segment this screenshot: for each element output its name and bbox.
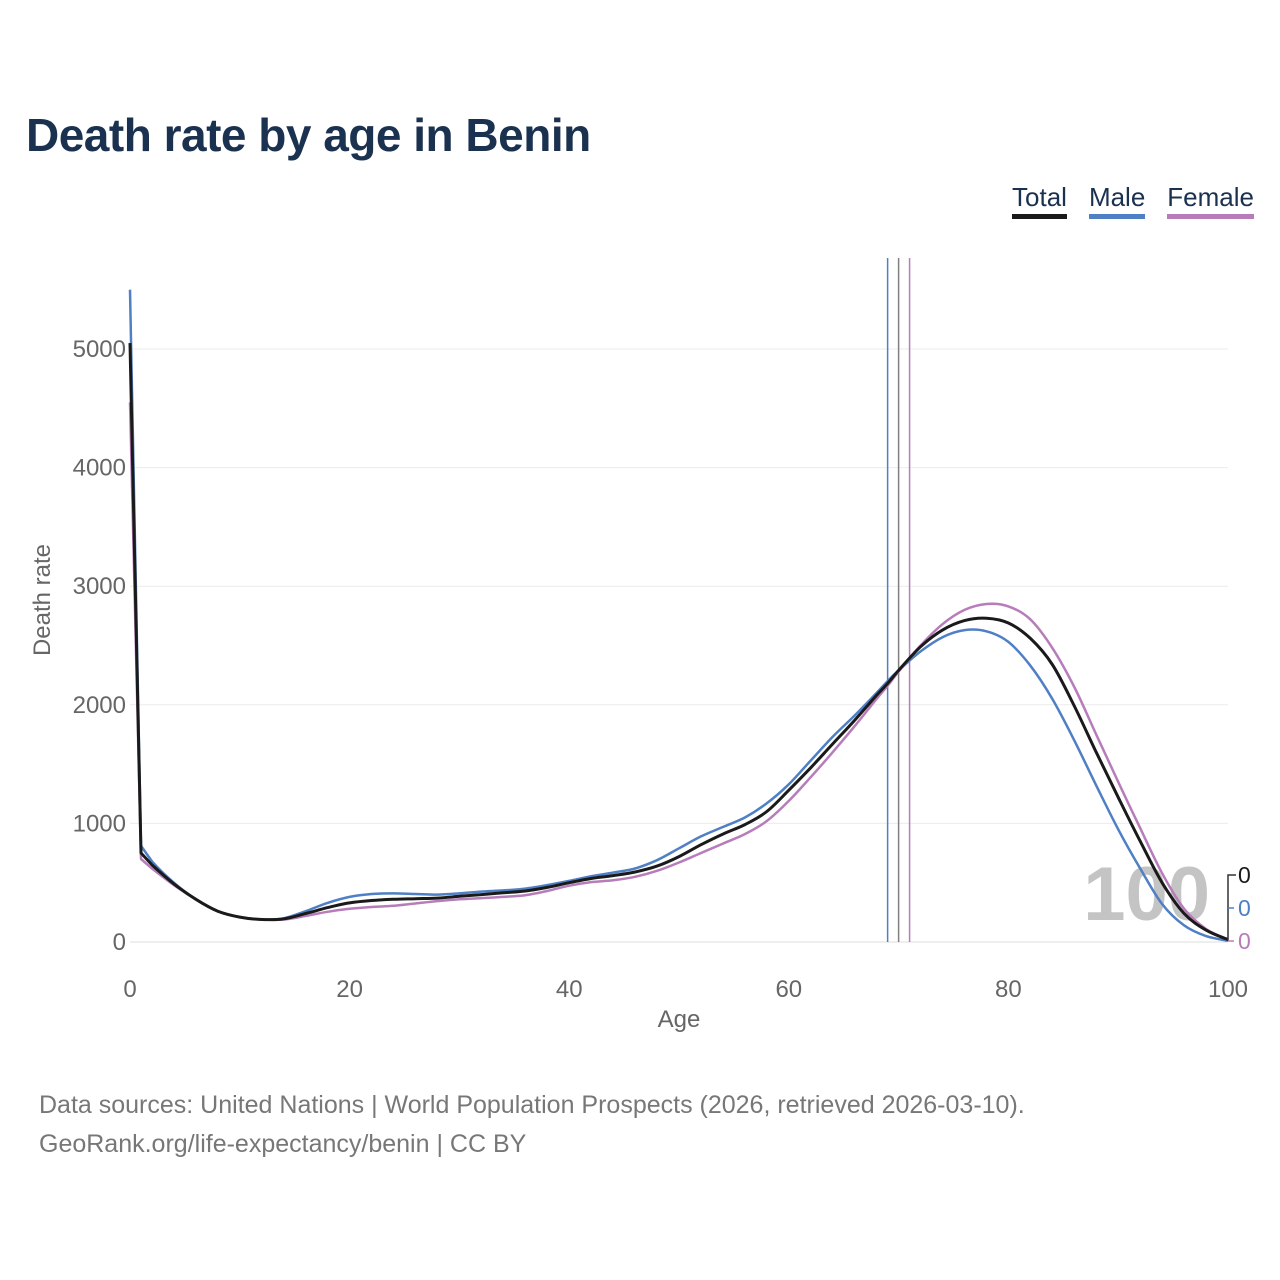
footer: Data sources: United Nations | World Pop… — [39, 1086, 1025, 1164]
series-line-total — [128, 343, 1229, 941]
series-line-female — [128, 402, 1229, 941]
legend-item-female[interactable]: Female — [1167, 182, 1254, 219]
x-tick-60: 60 — [775, 976, 802, 1003]
y-axis-title: Death rate — [29, 544, 56, 656]
end-label-total: 0 — [1238, 862, 1251, 888]
y-tick-0: 0 — [113, 929, 126, 956]
x-tick-labels: 0 20 40 60 80 100 — [123, 976, 1248, 1003]
year-watermark: 100 — [1083, 852, 1210, 937]
x-tick-80: 80 — [995, 976, 1022, 1003]
source-link[interactable]: GeoRank.org/life-expectancy/benin | CC B… — [39, 1130, 527, 1158]
x-tick-40: 40 — [556, 976, 583, 1003]
y-tick-1000: 1000 — [73, 810, 126, 837]
end-label-male: 0 — [1238, 895, 1251, 921]
y-tick-labels: 0 1000 2000 3000 4000 5000 — [73, 336, 126, 956]
x-tick-100: 100 — [1208, 976, 1248, 1003]
series-line-male — [128, 289, 1229, 943]
reference-lines — [886, 258, 911, 942]
y-tick-3000: 3000 — [73, 573, 126, 600]
grid-lines — [130, 348, 1228, 943]
y-tick-2000: 2000 — [73, 692, 126, 719]
x-tick-0: 0 — [123, 976, 136, 1003]
y-tick-4000: 4000 — [73, 455, 126, 482]
x-axis-title: Age — [658, 1006, 701, 1033]
chart-title: Death rate by age in Benin — [26, 109, 591, 161]
end-label-bracket — [1227, 874, 1236, 941]
legend: Total Male Female — [1012, 182, 1254, 219]
series-lines — [128, 289, 1229, 943]
x-tick-20: 20 — [336, 976, 363, 1003]
legend-item-total[interactable]: Total — [1012, 182, 1067, 219]
end-label-female: 0 — [1238, 928, 1251, 954]
legend-item-male[interactable]: Male — [1088, 182, 1146, 219]
end-labels: 0 0 0 — [1227, 862, 1251, 954]
y-tick-5000: 5000 — [73, 336, 126, 363]
source-note: Data sources: United Nations | World Pop… — [39, 1091, 1025, 1119]
